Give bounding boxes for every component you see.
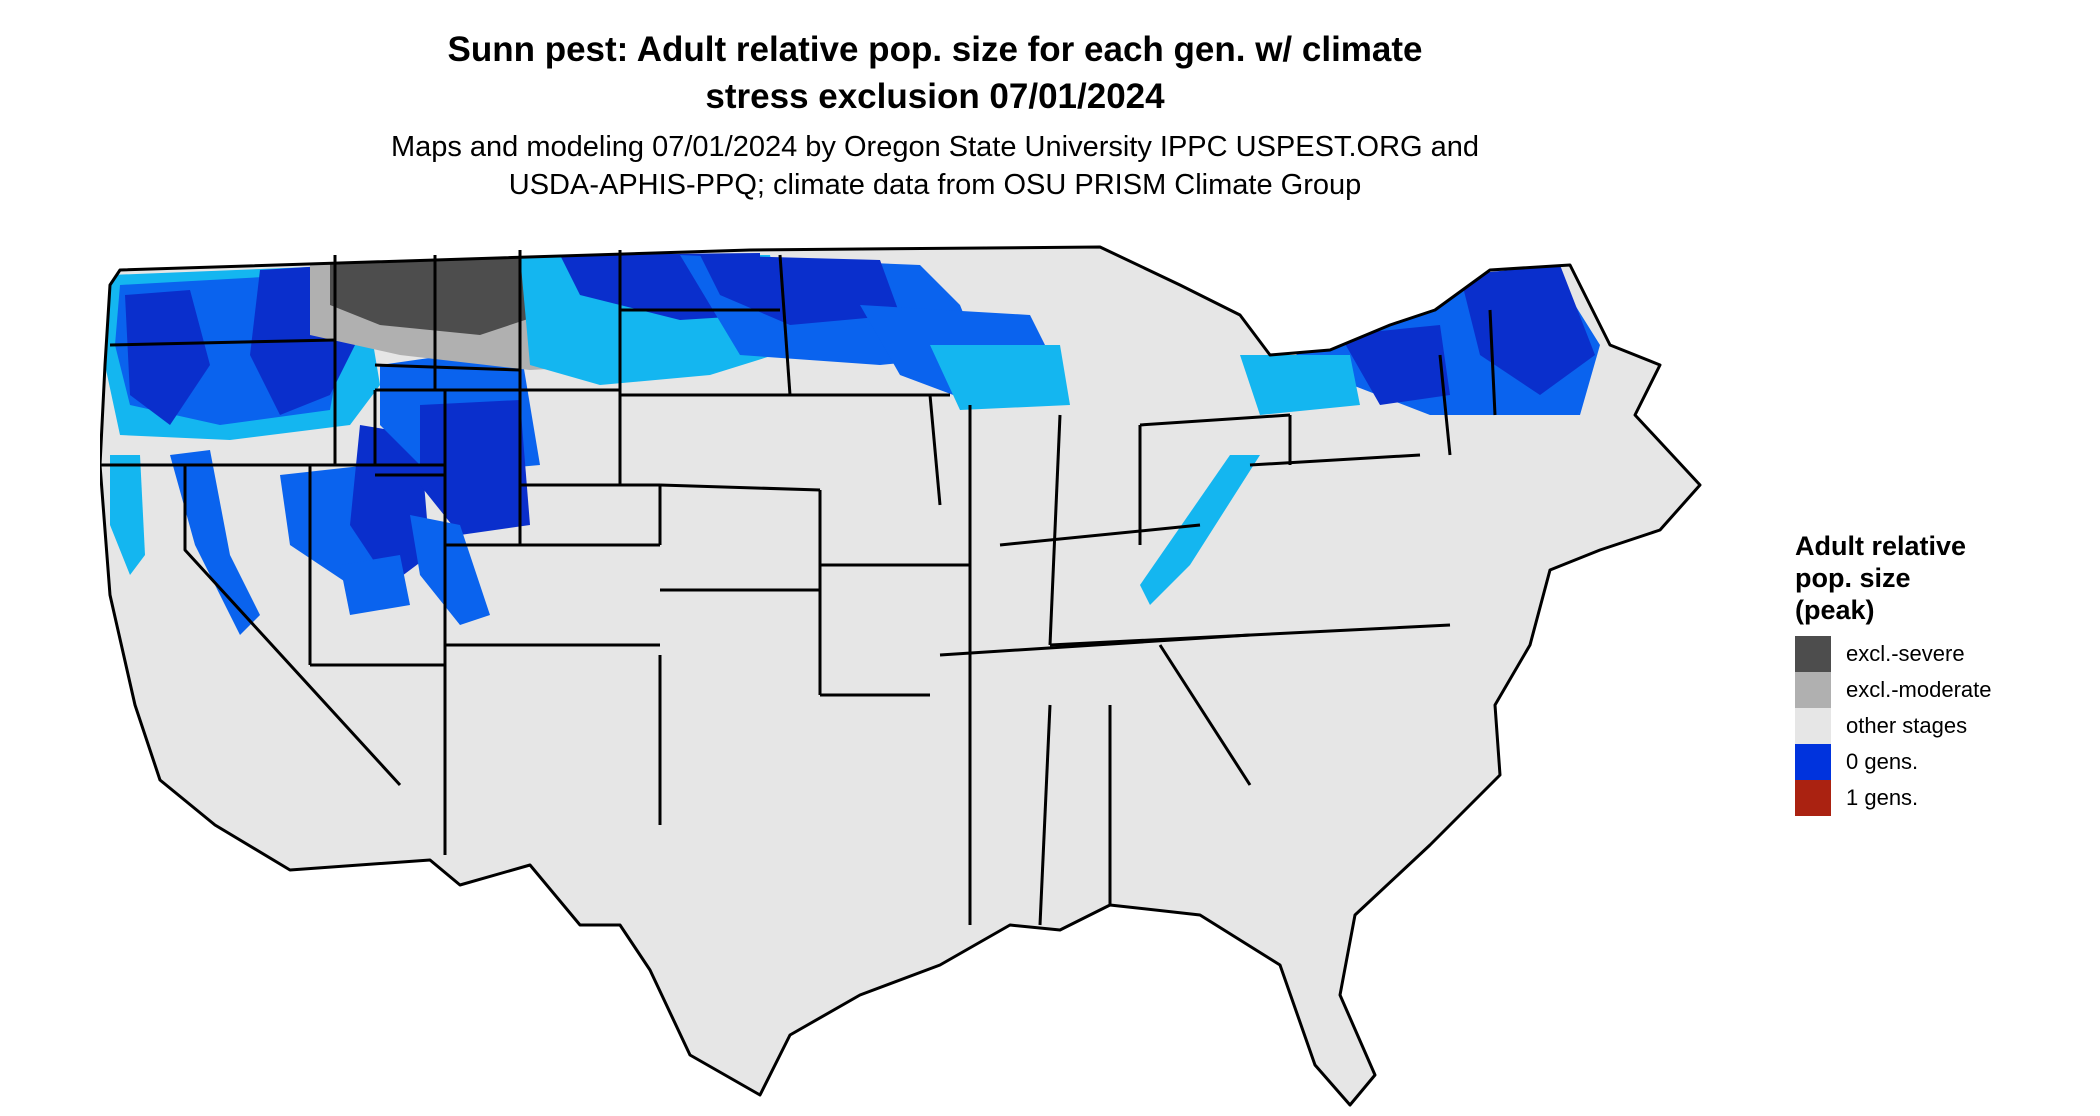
legend-label: other stages (1846, 713, 1968, 738)
region-mn-dark (700, 255, 900, 325)
legend-title-line-1: Adult relative (1795, 531, 1967, 561)
region-ca-coast (110, 455, 145, 575)
region-nm-mountains (410, 515, 490, 625)
legend-swatch (1795, 636, 1831, 672)
legend-title: Adult relative pop. size (peak) (1795, 530, 2095, 626)
state-boundaries (100, 245, 1702, 1107)
region-wi-light (930, 345, 1070, 410)
legend-title-line-3: (peak) (1795, 595, 1875, 625)
title-line-1: Sunn pest: Adult relative pop. size for … (447, 30, 1423, 69)
legend-label: excl.-moderate (1846, 677, 1992, 702)
region-pnw-dark (125, 290, 210, 425)
legend-item-excl-moderate: excl.-moderate (1795, 672, 2095, 708)
region-appalachians (1140, 455, 1260, 605)
title-line-2: stress exclusion 07/01/2024 (705, 77, 1165, 116)
legend-swatch (1795, 708, 1831, 744)
legend-swatch (1795, 744, 1831, 780)
legend-item-other-stages: other stages (1795, 708, 2095, 744)
region-ny-dark (1340, 325, 1450, 405)
legend-item-1-gens: 1 gens. (1795, 780, 2095, 816)
legend-label: 0 gens. (1846, 749, 1919, 774)
subtitle-line-2: USDA-APHIS-PPQ; climate data from OSU PR… (508, 169, 1362, 201)
region-az-rim (340, 555, 410, 615)
legend-swatch (1795, 780, 1831, 816)
legend-item-0-gens: 0 gens. (1795, 744, 2095, 780)
map-subtitle: Maps and modeling 07/01/2024 by Oregon S… (290, 128, 1580, 204)
us-map (100, 245, 1702, 1107)
legend-label: 1 gens. (1846, 785, 1919, 810)
legend-swatch (1795, 672, 1831, 708)
region-colorado-dark (420, 400, 530, 535)
legend-title-line-2: pop. size (1795, 563, 1911, 593)
region-ny-light (1240, 355, 1360, 415)
map-title: Sunn pest: Adult relative pop. size for … (290, 26, 1580, 120)
legend-label: excl.-severe (1846, 641, 1965, 666)
legend-item-excl-severe: excl.-severe (1795, 636, 2095, 672)
region-sierra (170, 450, 260, 635)
legend: Adult relative pop. size (peak) excl.-se… (1795, 530, 2095, 816)
subtitle-line-1: Maps and modeling 07/01/2024 by Oregon S… (390, 131, 1480, 163)
